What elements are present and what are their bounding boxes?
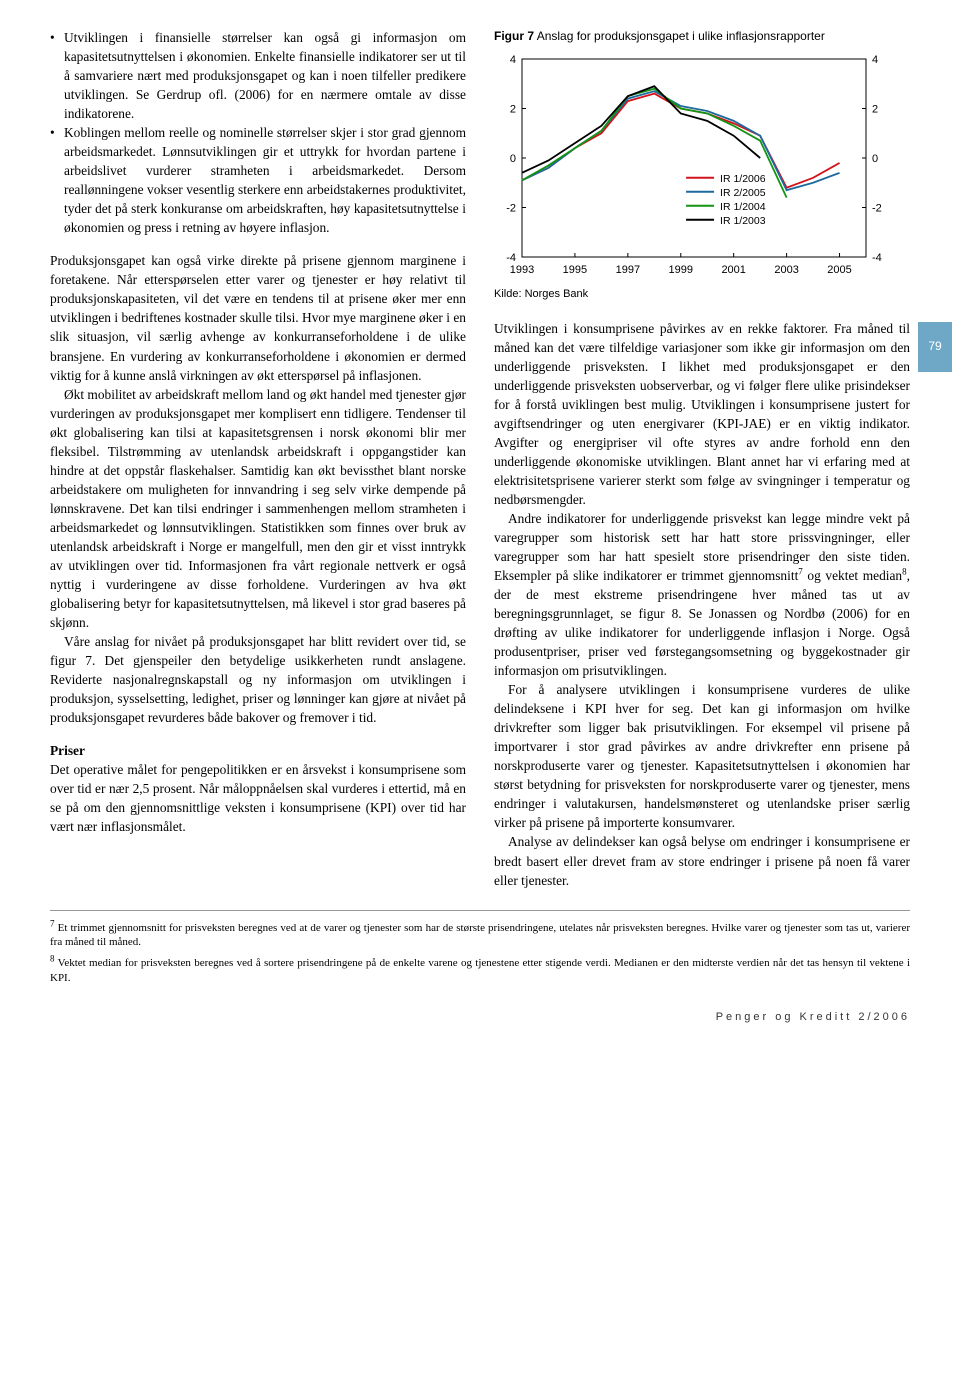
figure-7: Figur 7 Anslag for produksjonsgapet i ul… <box>494 28 910 303</box>
chart-source: Kilde: Norges Bank <box>494 287 910 303</box>
svg-text:1995: 1995 <box>563 264 587 276</box>
svg-text:4: 4 <box>510 54 516 66</box>
body-paragraph: Økt mobilitet av arbeidskraft mellom lan… <box>50 385 466 632</box>
chart-svg: -4 -4 -2 -2 0 0 2 2 4 4 1993 1995 1997 1999 2001 2003 20… <box>494 51 894 281</box>
svg-text:-2: -2 <box>506 203 516 215</box>
body-paragraph: Det operative målet for pengepolitikken … <box>50 760 466 836</box>
svg-text:4: 4 <box>872 54 878 66</box>
svg-text:IR 2/2005: IR 2/2005 <box>720 187 766 199</box>
svg-text:2005: 2005 <box>827 264 851 276</box>
svg-text:2: 2 <box>872 104 878 116</box>
svg-text:1997: 1997 <box>616 264 640 276</box>
svg-text:IR 1/2006: IR 1/2006 <box>720 173 766 185</box>
svg-text:1993: 1993 <box>510 264 534 276</box>
page-number-badge: 79 <box>918 322 952 372</box>
body-paragraph: Analyse av delindekser kan også belyse o… <box>494 832 910 889</box>
svg-text:-2: -2 <box>872 203 882 215</box>
svg-text:-4: -4 <box>872 252 882 264</box>
section-heading-priser: Priser <box>50 741 466 760</box>
svg-text:0: 0 <box>510 153 516 165</box>
footnotes: 7 Et trimmet gjennomsnitt for prisvekste… <box>50 910 910 1010</box>
page-footer: Penger og Kreditt 2/2006 <box>0 1010 960 1044</box>
body-paragraph: Våre anslag for nivået på produksjonsgap… <box>50 632 466 727</box>
chart-title: Figur 7 Anslag for produksjonsgapet i ul… <box>494 28 910 45</box>
svg-text:2001: 2001 <box>721 264 745 276</box>
body-paragraph: Andre indikatorer for underliggende pris… <box>494 509 910 680</box>
bullet-item: Koblingen mellom reelle og nominelle stø… <box>50 123 466 237</box>
svg-text:-4: -4 <box>506 252 516 264</box>
bullet-item: Utviklingen i finansielle størrelser kan… <box>50 28 466 123</box>
body-paragraph: For å analysere utviklingen i konsumpris… <box>494 680 910 832</box>
svg-text:2003: 2003 <box>774 264 798 276</box>
body-paragraph: Utviklingen i konsumprisene påvirkes av … <box>494 319 910 509</box>
svg-text:IR 1/2003: IR 1/2003 <box>720 215 766 227</box>
svg-text:IR 1/2004: IR 1/2004 <box>720 201 766 213</box>
body-paragraph: Produksjonsgapet kan også virke direkte … <box>50 251 466 384</box>
svg-text:1999: 1999 <box>669 264 693 276</box>
svg-text:2: 2 <box>510 104 516 116</box>
svg-text:0: 0 <box>872 153 878 165</box>
